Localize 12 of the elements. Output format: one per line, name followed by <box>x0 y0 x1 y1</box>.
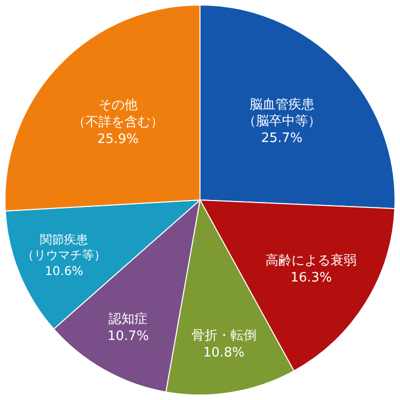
data-label: 16.3% <box>290 270 332 286</box>
slice-label: 高齢による衰弱 <box>266 252 357 269</box>
data-label: 10.8% <box>203 345 244 360</box>
slice-label: 関節疾患（リウマチ等） <box>22 232 106 262</box>
data-label: 10.6% <box>44 264 84 278</box>
data-label: 25.9% <box>97 132 139 147</box>
slice-label: 骨折・転倒 <box>191 328 256 344</box>
slice-label: 認知症 <box>108 312 148 327</box>
data-label: 25.7% <box>261 131 302 146</box>
slice-label: 脳血管疾患（脳卒中等） <box>242 97 321 130</box>
slice-label: その他（不詳を含む） <box>72 98 164 130</box>
data-label: 10.7% <box>107 328 149 344</box>
